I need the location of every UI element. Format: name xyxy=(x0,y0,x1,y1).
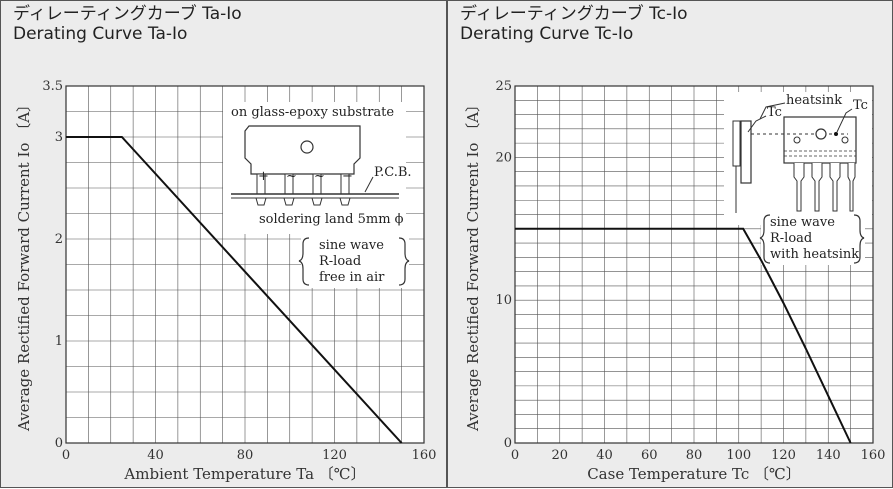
tick-labels: 0 20 40 60 80 100 120 140 160 0 10 20 25 xyxy=(495,79,885,463)
x-tick-label: 160 xyxy=(412,448,437,463)
y-tick-label: 0 xyxy=(55,436,63,451)
x-axis-label: Case Temperature Tc 〔℃〕 xyxy=(587,465,801,483)
plot-frame xyxy=(65,85,425,444)
tick-labels: 0 40 80 120 160 0 1 2 3 3.5 xyxy=(42,79,436,463)
heatsink-label: heatsink xyxy=(786,93,842,108)
solder-land-icon xyxy=(283,197,295,206)
pin-mark: ~ xyxy=(314,169,325,184)
x-tick-label: 0 xyxy=(62,448,70,463)
heatsink-plate-icon xyxy=(740,120,752,184)
y-tick-label: 3 xyxy=(55,130,63,145)
plot-frame xyxy=(514,85,874,444)
derating-panel-tc: ディレーティングカーブ Tc-Io Derating Curve Tc-Io 0… xyxy=(447,0,893,488)
heatsink-pointer xyxy=(759,102,786,120)
pin-mark: ~ xyxy=(286,169,297,184)
x-tick-label: 80 xyxy=(686,448,703,463)
x-axis-label: Ambient Temperature Ta 〔℃〕 xyxy=(123,465,365,483)
soldering-land-label: soldering land 5mm ϕ xyxy=(259,212,404,227)
panel-title-en: Derating Curve Tc-Io xyxy=(460,24,634,44)
chart-ta-io: 0 40 80 120 160 0 1 2 3 3.5 on glass-epoxy substr… xyxy=(15,79,436,483)
x-tick-label: 40 xyxy=(596,448,613,463)
pin-mark-icon xyxy=(793,136,801,144)
y-tick-label: 25 xyxy=(495,79,512,94)
y-tick-label: 3.5 xyxy=(42,79,63,94)
condition-line: sine wave xyxy=(770,215,835,230)
panel-title-en: Derating Curve Ta-Io xyxy=(13,24,188,44)
pcb-pointer xyxy=(364,176,374,193)
chart-tc-io: 0 20 40 60 80 100 120 140 160 0 10 20 25 heatsink xyxy=(464,79,885,483)
y-axis-label: Average Rectified Forward Current Io 〔A〕 xyxy=(464,97,482,432)
pcb-label: P.C.B. xyxy=(374,165,412,180)
x-tick-label: 120 xyxy=(771,448,796,463)
tc-point-icon xyxy=(834,132,838,136)
condition-line: sine wave xyxy=(319,238,384,253)
lead-icon xyxy=(811,163,823,212)
conditions-note: sine wave R-load with heatsink xyxy=(759,213,865,265)
substrate-note: on glass-epoxy substrate xyxy=(231,105,394,120)
solder-land-icon xyxy=(311,197,323,206)
derating-curve xyxy=(515,227,852,444)
package-diagram: on glass-epoxy substrate + ~ ~ − P. xyxy=(223,102,412,234)
tc-label: Tc xyxy=(767,105,782,120)
right-brace-icon xyxy=(853,214,865,264)
derating-panel-ta: ディレーティングカーブ Ta-Io Derating Curve Ta-Io 0… xyxy=(0,0,447,488)
pin-mark-icon xyxy=(841,136,849,144)
left-brace-icon xyxy=(298,237,310,286)
solder-land-icon xyxy=(255,197,267,206)
left-brace-icon xyxy=(759,214,771,264)
x-tick-label: 40 xyxy=(147,448,164,463)
pin-mark: + xyxy=(258,169,269,184)
y-axis-label: Average Rectified Forward Current Io 〔A〕 xyxy=(15,97,33,432)
right-brace-icon xyxy=(398,237,410,286)
tc-label: Tc xyxy=(853,98,868,113)
x-tick-label: 60 xyxy=(641,448,658,463)
x-tick-label: 0 xyxy=(511,448,519,463)
lead-icon xyxy=(847,163,856,212)
conditions-bg xyxy=(761,213,865,265)
x-tick-label: 100 xyxy=(726,448,751,463)
y-tick-label: 0 xyxy=(504,436,512,451)
heatsink-diagram: heatsink Tc Tc xyxy=(724,92,872,225)
condition-line: with heatsink xyxy=(770,247,859,262)
x-tick-label: 20 xyxy=(551,448,568,463)
conditions-note: sine wave R-load free in air xyxy=(298,234,410,288)
lead-icon xyxy=(829,163,841,212)
tc-pointer xyxy=(836,108,853,133)
panel-title-jp: ディレーティングカーブ Tc-Io xyxy=(460,4,688,24)
condition-line: R-load xyxy=(319,254,361,269)
y-tick-label: 2 xyxy=(55,232,63,247)
y-tick-label: 1 xyxy=(55,334,63,349)
y-tick-label: 20 xyxy=(495,150,512,165)
condition-line: R-load xyxy=(770,231,812,246)
device-side-icon xyxy=(732,120,741,167)
tc-pointer xyxy=(747,115,767,133)
x-tick-label: 80 xyxy=(237,448,254,463)
x-tick-label: 120 xyxy=(322,448,347,463)
solder-land-icon xyxy=(339,197,351,206)
mounting-hole-icon xyxy=(815,128,827,140)
lead-icon xyxy=(793,163,805,212)
x-tick-label: 140 xyxy=(816,448,841,463)
mounting-hole-icon xyxy=(300,140,314,154)
pin-mark: − xyxy=(342,169,353,184)
derating-curve xyxy=(66,136,403,444)
condition-line: free in air xyxy=(319,270,385,285)
panel-title-jp: ディレーティングカーブ Ta-Io xyxy=(13,4,242,24)
y-tick-label: 10 xyxy=(495,293,512,308)
conditions-bg xyxy=(301,234,409,288)
x-tick-label: 160 xyxy=(861,448,886,463)
